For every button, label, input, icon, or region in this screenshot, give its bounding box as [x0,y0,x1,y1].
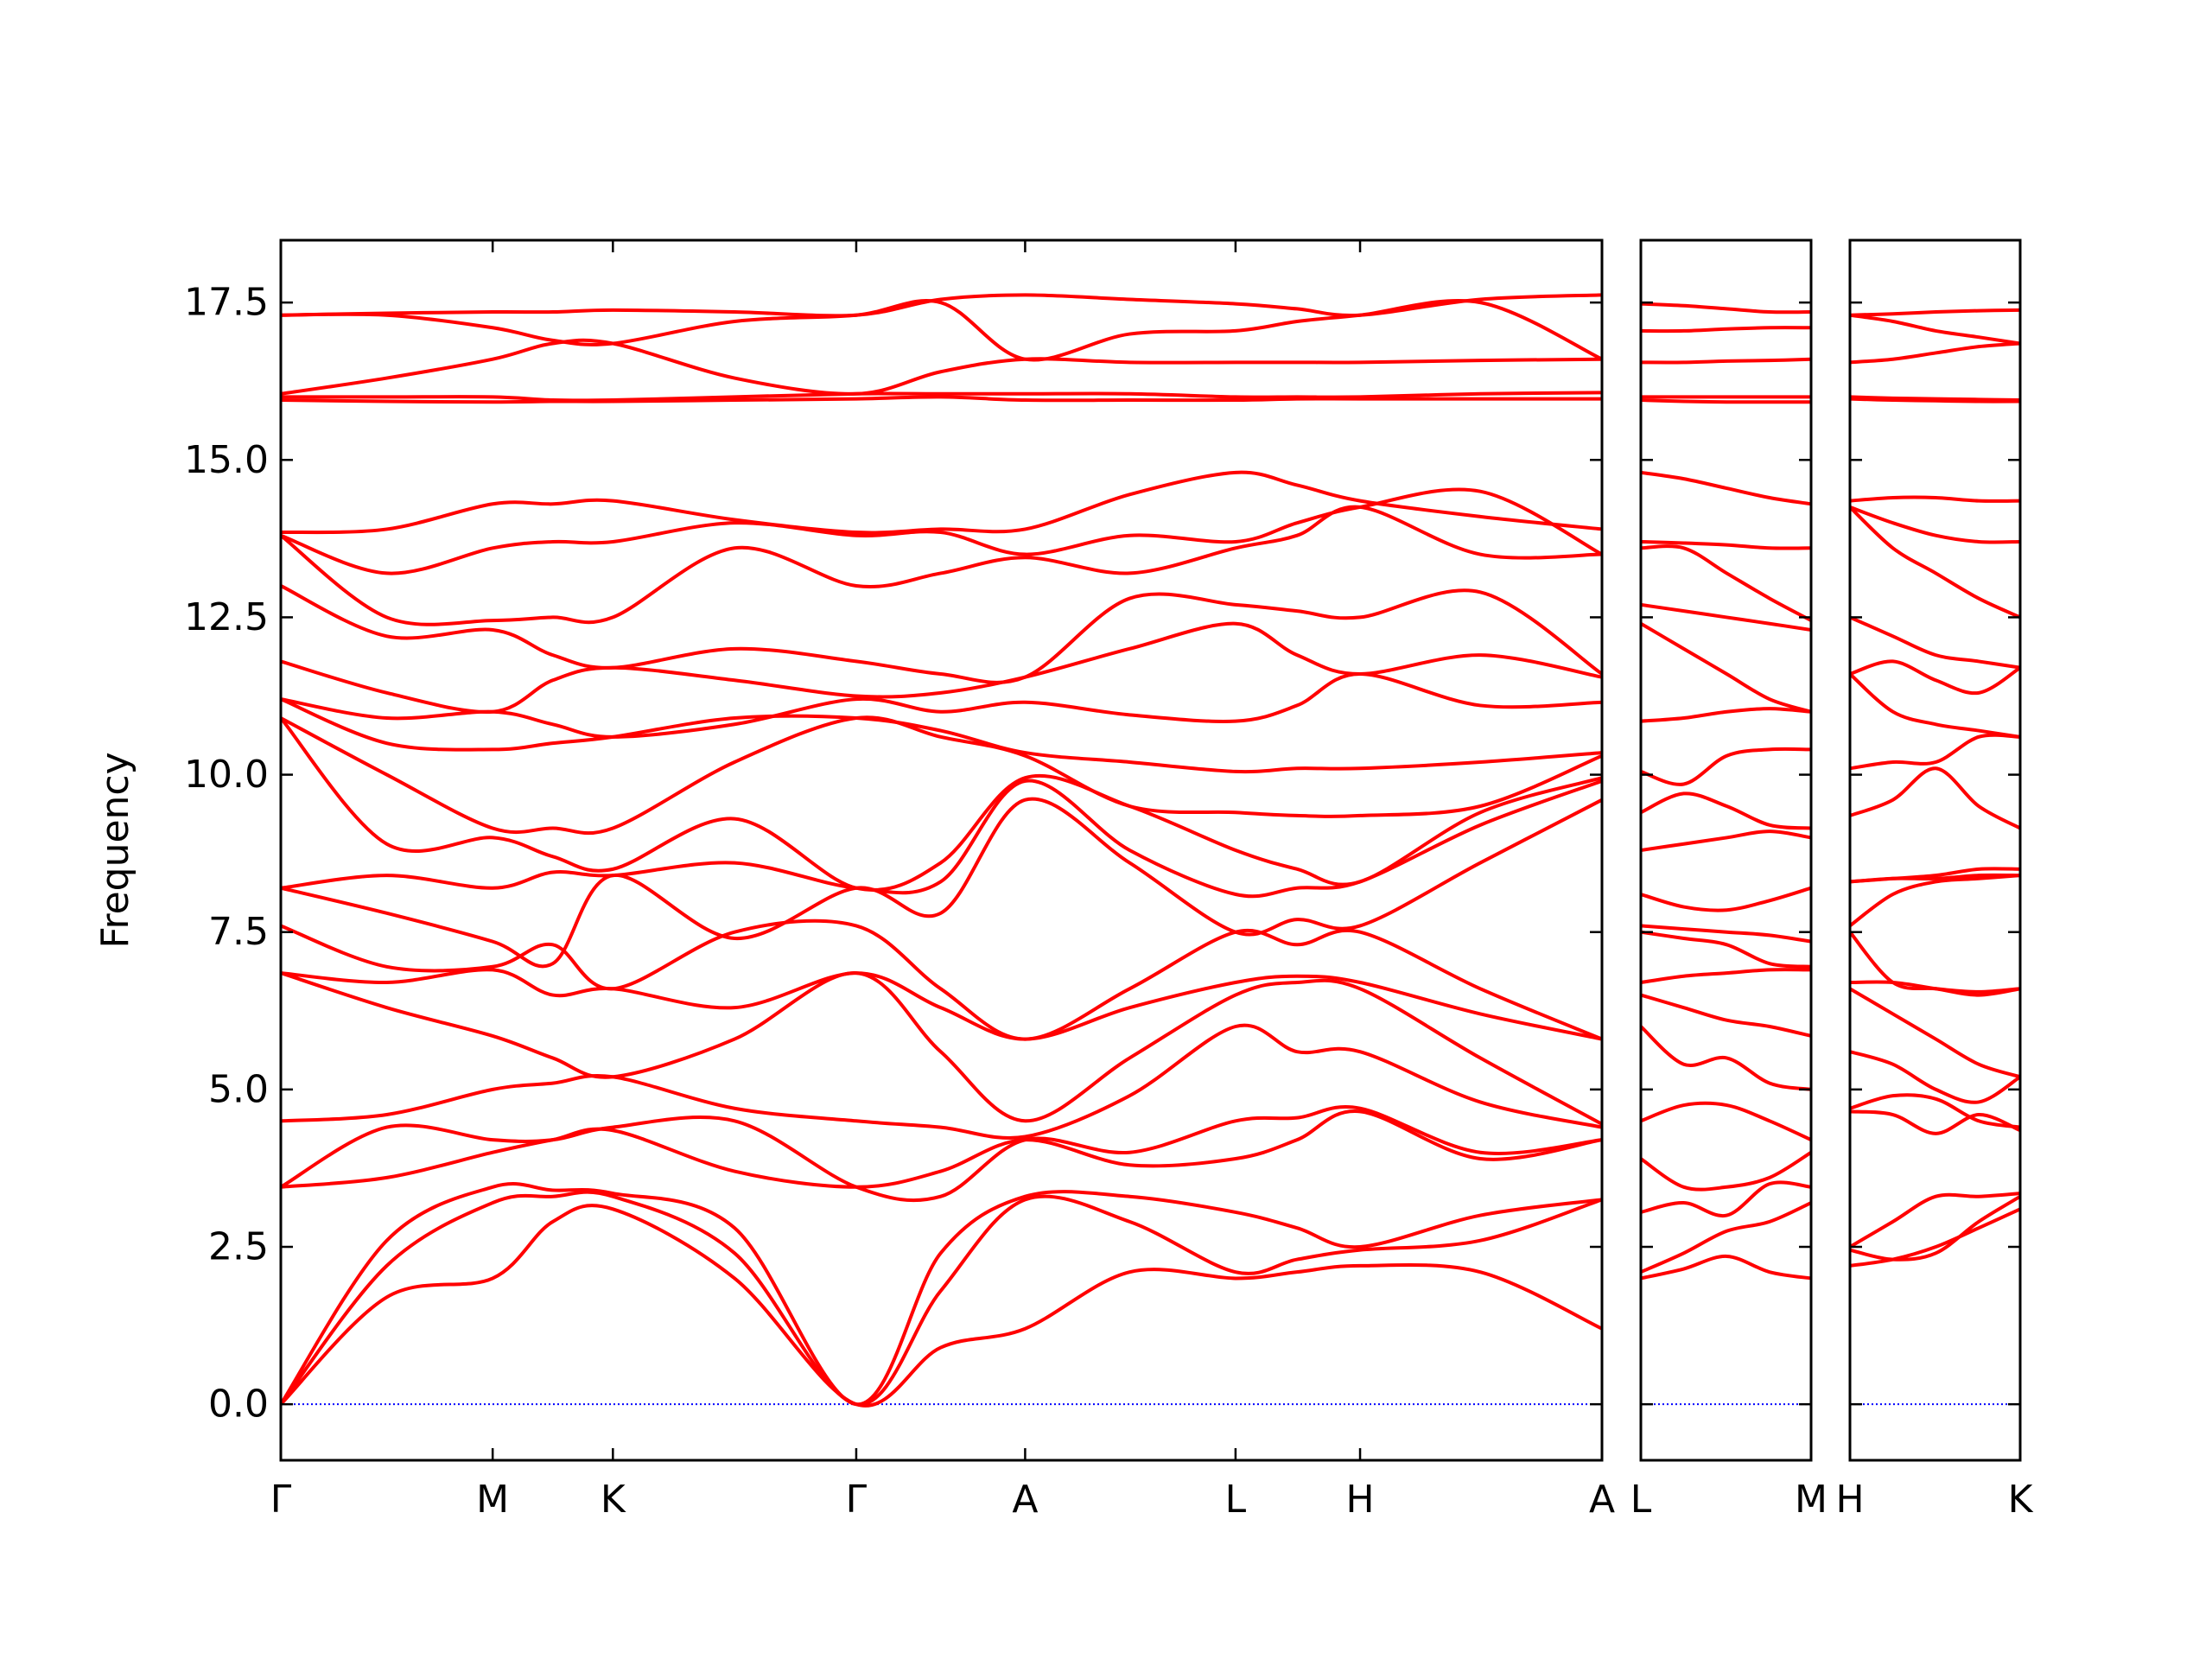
x-tick-label: A [1589,1478,1615,1522]
band-line [1641,544,1811,622]
x-tick-label: K [2008,1478,2034,1522]
band-line [1850,308,2020,317]
band-line [1641,1180,1811,1218]
band-line [1641,993,1811,1038]
band-line [281,1109,1602,1189]
band-line [1850,505,2020,544]
band-line [1850,341,2020,365]
band-line [1641,357,1811,365]
band-line [281,968,1602,1041]
band-line [1850,987,2020,1079]
band-line [281,338,1602,396]
band-line [281,293,1602,318]
band-line [1850,733,2020,771]
band-line [1850,672,2020,739]
band-line [281,1105,1602,1203]
band-line [281,1023,1602,1141]
band-line [1850,931,2020,994]
band-line [1641,830,1811,852]
band-line [1641,1201,1811,1274]
band-line [1850,395,2020,403]
x-tick-label: M [1795,1478,1827,1522]
band-line [1641,747,1811,786]
y-tick-label: 7.5 [208,910,269,954]
x-tick-label: H [1835,1478,1864,1522]
band-line [1850,766,2020,830]
band-line [281,487,1602,575]
band-line [1641,1101,1811,1141]
band-line [1850,659,2020,696]
band-line [1850,495,2020,503]
band-line [281,716,1602,893]
band-line [281,697,1602,774]
band-line [281,1204,1602,1408]
y-tick-label: 0.0 [208,1382,269,1427]
band-line [1641,791,1811,830]
x-tick-label: M [476,1478,509,1522]
x-tick-label: L [1225,1478,1247,1522]
band-line [1850,1050,2020,1104]
plot-frame [279,238,1604,1462]
band-line [1641,470,1811,506]
y-tick-label: 10.0 [184,753,269,797]
band-line [1850,1093,2020,1129]
x-tick-label: Γ [270,1478,292,1522]
band-line [1641,302,1811,315]
band-line [281,470,1602,535]
band-line [281,395,1602,404]
band-line [281,391,1602,403]
band-line [281,505,1602,626]
band-line [1641,1151,1811,1192]
band-line [1850,1192,2020,1249]
band-line [1850,615,2020,670]
y-tick-label: 17.5 [184,281,269,325]
band-line [1641,621,1811,714]
y-axis-label: Frequency [93,752,137,948]
y-tick-label: 2.5 [208,1225,269,1269]
y-tick-label: 5.0 [208,1067,269,1111]
band-line [1641,1254,1811,1281]
band-line [1641,398,1811,404]
band-line [1850,1207,2020,1268]
band-line [281,918,1602,1041]
band-line [1641,930,1811,969]
band-line [281,715,1602,836]
y-tick-label: 12.5 [184,595,269,639]
x-tick-label: H [1345,1478,1374,1522]
band-line [1850,874,2020,928]
x-tick-label: A [1012,1478,1038,1522]
band-line [1641,886,1811,912]
band-line [1850,397,2020,404]
y-tick-label: 15.0 [184,438,269,482]
band-line [1641,968,1811,984]
band-line [281,1182,1602,1407]
band-line [1850,1109,2020,1135]
x-tick-label: K [601,1478,626,1522]
band-line [1850,313,2020,346]
band-line [1850,1195,2020,1262]
plot-frame [1848,238,2022,1462]
band-line [1641,326,1811,334]
plot-frame [1639,238,1813,1462]
band-line [281,621,1602,714]
band-line [1641,602,1811,632]
x-tick-label: L [1630,1478,1652,1522]
band-line [1641,1025,1811,1091]
band-line [281,797,1602,969]
band-line [1641,924,1811,944]
panel: 0.0 2.5 5.0 7.5 10.0 12.5 15.0 17.5 Γ M K Γ A L H A Freq… [93,238,1615,1522]
band-line [1641,539,1811,550]
band-line [1850,505,2020,620]
band-line [1850,867,2020,884]
band-line [281,671,1602,739]
band-line [1641,707,1811,723]
band-line [281,971,1602,1126]
x-tick-label: Γ [846,1478,868,1522]
band-line [281,584,1602,684]
band-line [281,1190,1602,1407]
